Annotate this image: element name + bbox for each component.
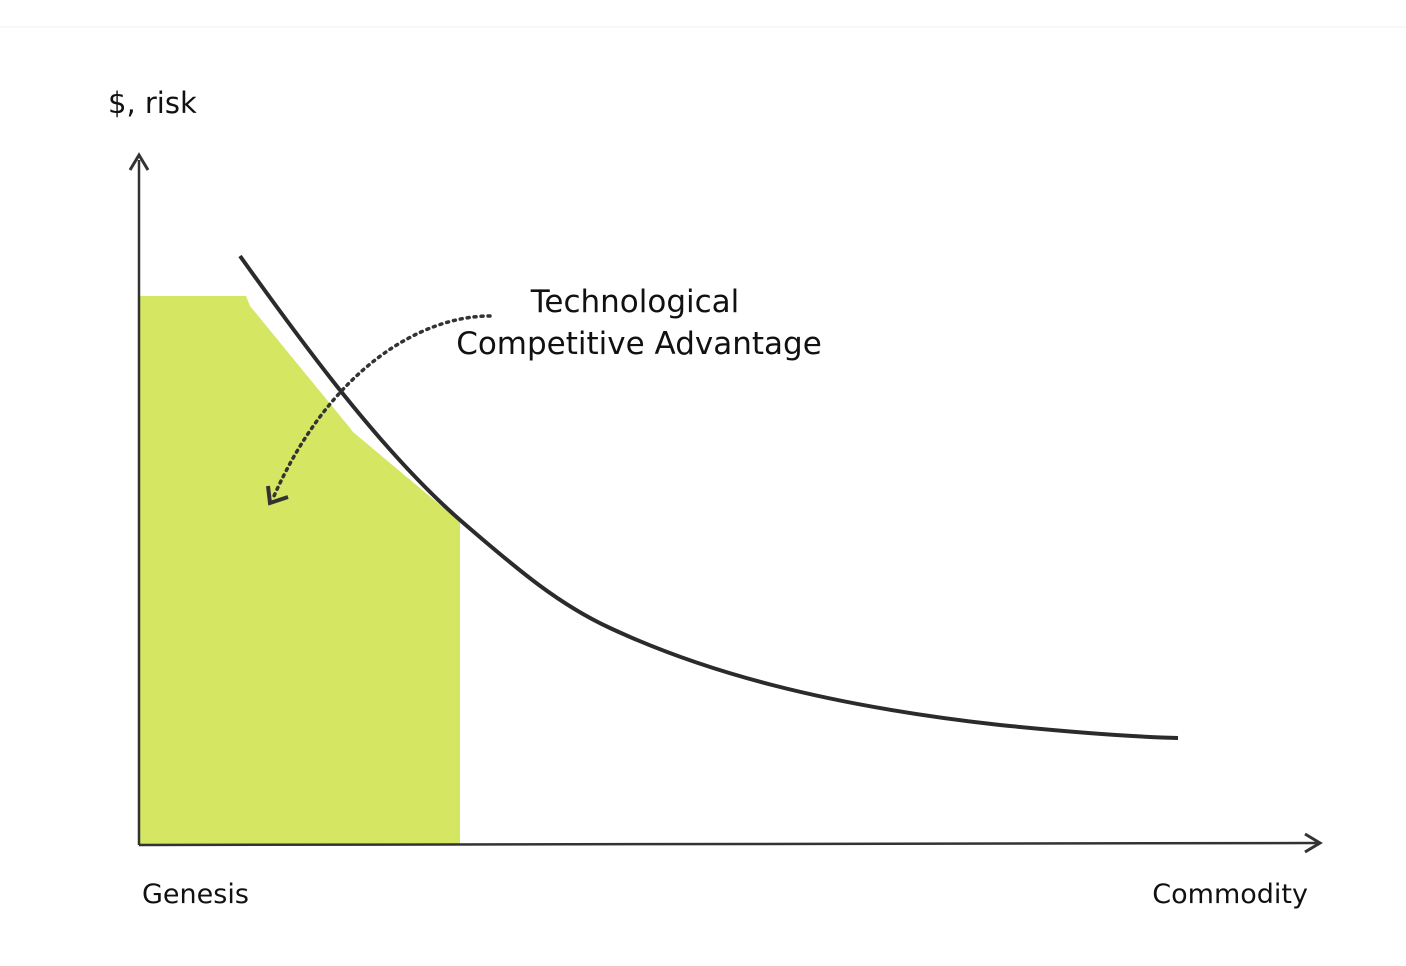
x-axis — [138, 841, 1319, 847]
x-end-label: Commodity — [1152, 879, 1308, 910]
y-axis-arrow — [128, 152, 150, 171]
dotted-arrow-head — [266, 485, 289, 506]
advantage-area — [139, 296, 460, 845]
x-start-label: Genesis — [142, 879, 249, 910]
risk-curve — [238, 254, 1179, 740]
dotted-arrow — [272, 314, 492, 498]
annotation-line: Competitive Advantage — [456, 326, 822, 362]
y-axis-label: $, risk — [108, 86, 197, 120]
x-axis-arrow — [1304, 832, 1323, 854]
annotation-line: Technological — [530, 284, 740, 320]
